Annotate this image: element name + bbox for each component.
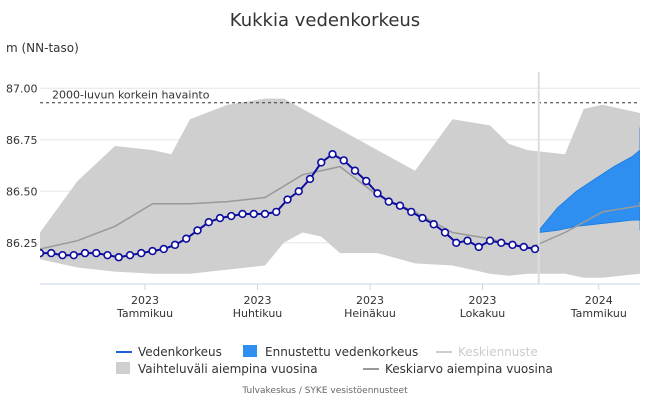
water-level-point [373, 189, 382, 198]
legend-label: Keskiarvo aiempina vuosina [385, 362, 553, 376]
water-level-point [429, 220, 438, 229]
y-tick-label: 86.25 [6, 237, 38, 250]
water-level-point [294, 187, 303, 196]
water-level-point [463, 236, 472, 245]
historical-range-band [40, 98, 640, 278]
x-tick-month: Lokakuu [460, 307, 506, 320]
legend-label: Vedenkorkeus [138, 345, 222, 359]
axes: 87.00 86.75 86.50 86.25 2000-luvun korkein h… [6, 82, 640, 320]
water-level-point [339, 156, 348, 165]
water-level-point [317, 158, 326, 167]
water-level-point [114, 253, 123, 262]
y-tick-label: 86.50 [6, 185, 38, 198]
x-tick-year: 2023 [131, 294, 159, 307]
y-tick-label: 86.75 [6, 134, 38, 147]
x-tick-month: Tammikuu [116, 307, 173, 320]
water-level-point [193, 226, 202, 235]
water-level-point [440, 228, 450, 237]
water-level-point [395, 201, 405, 210]
water-level-point [204, 218, 213, 227]
water-level-point [305, 174, 315, 184]
water-level-point [283, 195, 292, 204]
legend-area-symbol [243, 345, 257, 357]
water-level-point [530, 244, 540, 254]
y-tick-label: 87.00 [6, 82, 38, 95]
water-level-point [215, 213, 225, 223]
x-tick-year: 2024 [585, 294, 613, 307]
water-level-point [58, 250, 67, 260]
water-level-point [137, 248, 146, 258]
legend-item: Ennustettu vedenkorkeus [243, 345, 418, 359]
x-tick-year: 2023 [244, 294, 272, 307]
water-level-point [125, 250, 135, 260]
water-level-point [362, 176, 371, 186]
legend: Vedenkorkeus Ennustettu vedenkorkeus Keski… [116, 345, 553, 376]
water-level-point [69, 250, 78, 260]
forecast-band [538, 127, 640, 233]
y-axis-label: m (NN-taso) [6, 41, 79, 55]
water-level-point [159, 244, 168, 254]
legend-item: Vaihteluväli aiempina vuosina [116, 362, 318, 376]
water-level-point [47, 248, 56, 258]
water-level-point [519, 242, 528, 252]
water-level-point [474, 242, 483, 252]
water-level-point [452, 238, 461, 248]
water-level-point [182, 234, 191, 243]
water-level-point [148, 246, 157, 256]
water-level-point [92, 248, 101, 258]
legend-label: Vaihteluväli aiempina vuosina [138, 362, 318, 376]
legend-item: Keskiarvo aiempina vuosina [363, 362, 553, 376]
legend-label: Ennustettu vedenkorkeus [265, 345, 418, 359]
water-level-point [418, 213, 427, 223]
water-level-point [40, 248, 45, 258]
water-level-point [170, 240, 180, 250]
legend-item: Keskiennuste [436, 345, 538, 359]
water-level-point [497, 238, 506, 248]
chart-title: Kukkia vedenkorkeus [230, 10, 420, 31]
plot-area [40, 72, 640, 284]
water-level-point [103, 250, 112, 260]
x-tick-year: 2023 [469, 294, 497, 307]
legend-area-symbol [116, 362, 130, 374]
water-level-point [272, 207, 281, 217]
water-level-point [80, 248, 90, 258]
credits-text: Tulvakeskus / SYKE vesistöennusteet [241, 386, 408, 396]
water-level-point [238, 209, 247, 219]
x-tick-month: Tammikuu [570, 307, 627, 320]
water-level-point [485, 236, 495, 245]
x-tick-month: Huhtikuu [233, 307, 283, 320]
water-level-point [407, 207, 416, 217]
water-level-point [249, 209, 258, 219]
water-level-point [227, 211, 236, 221]
legend-item: Vedenkorkeus [116, 345, 222, 359]
x-tick-year: 2023 [356, 294, 384, 307]
x-tick-month: Heinäkuu [344, 307, 396, 320]
water-level-point [350, 166, 360, 175]
water-level-point [508, 240, 517, 250]
water-level-point [384, 197, 393, 206]
water-level-point [260, 209, 270, 219]
legend-label: Keskiennuste [458, 345, 538, 359]
water-level-point [328, 150, 337, 159]
reference-line-label: 2000-luvun korkein havainto [52, 89, 210, 102]
